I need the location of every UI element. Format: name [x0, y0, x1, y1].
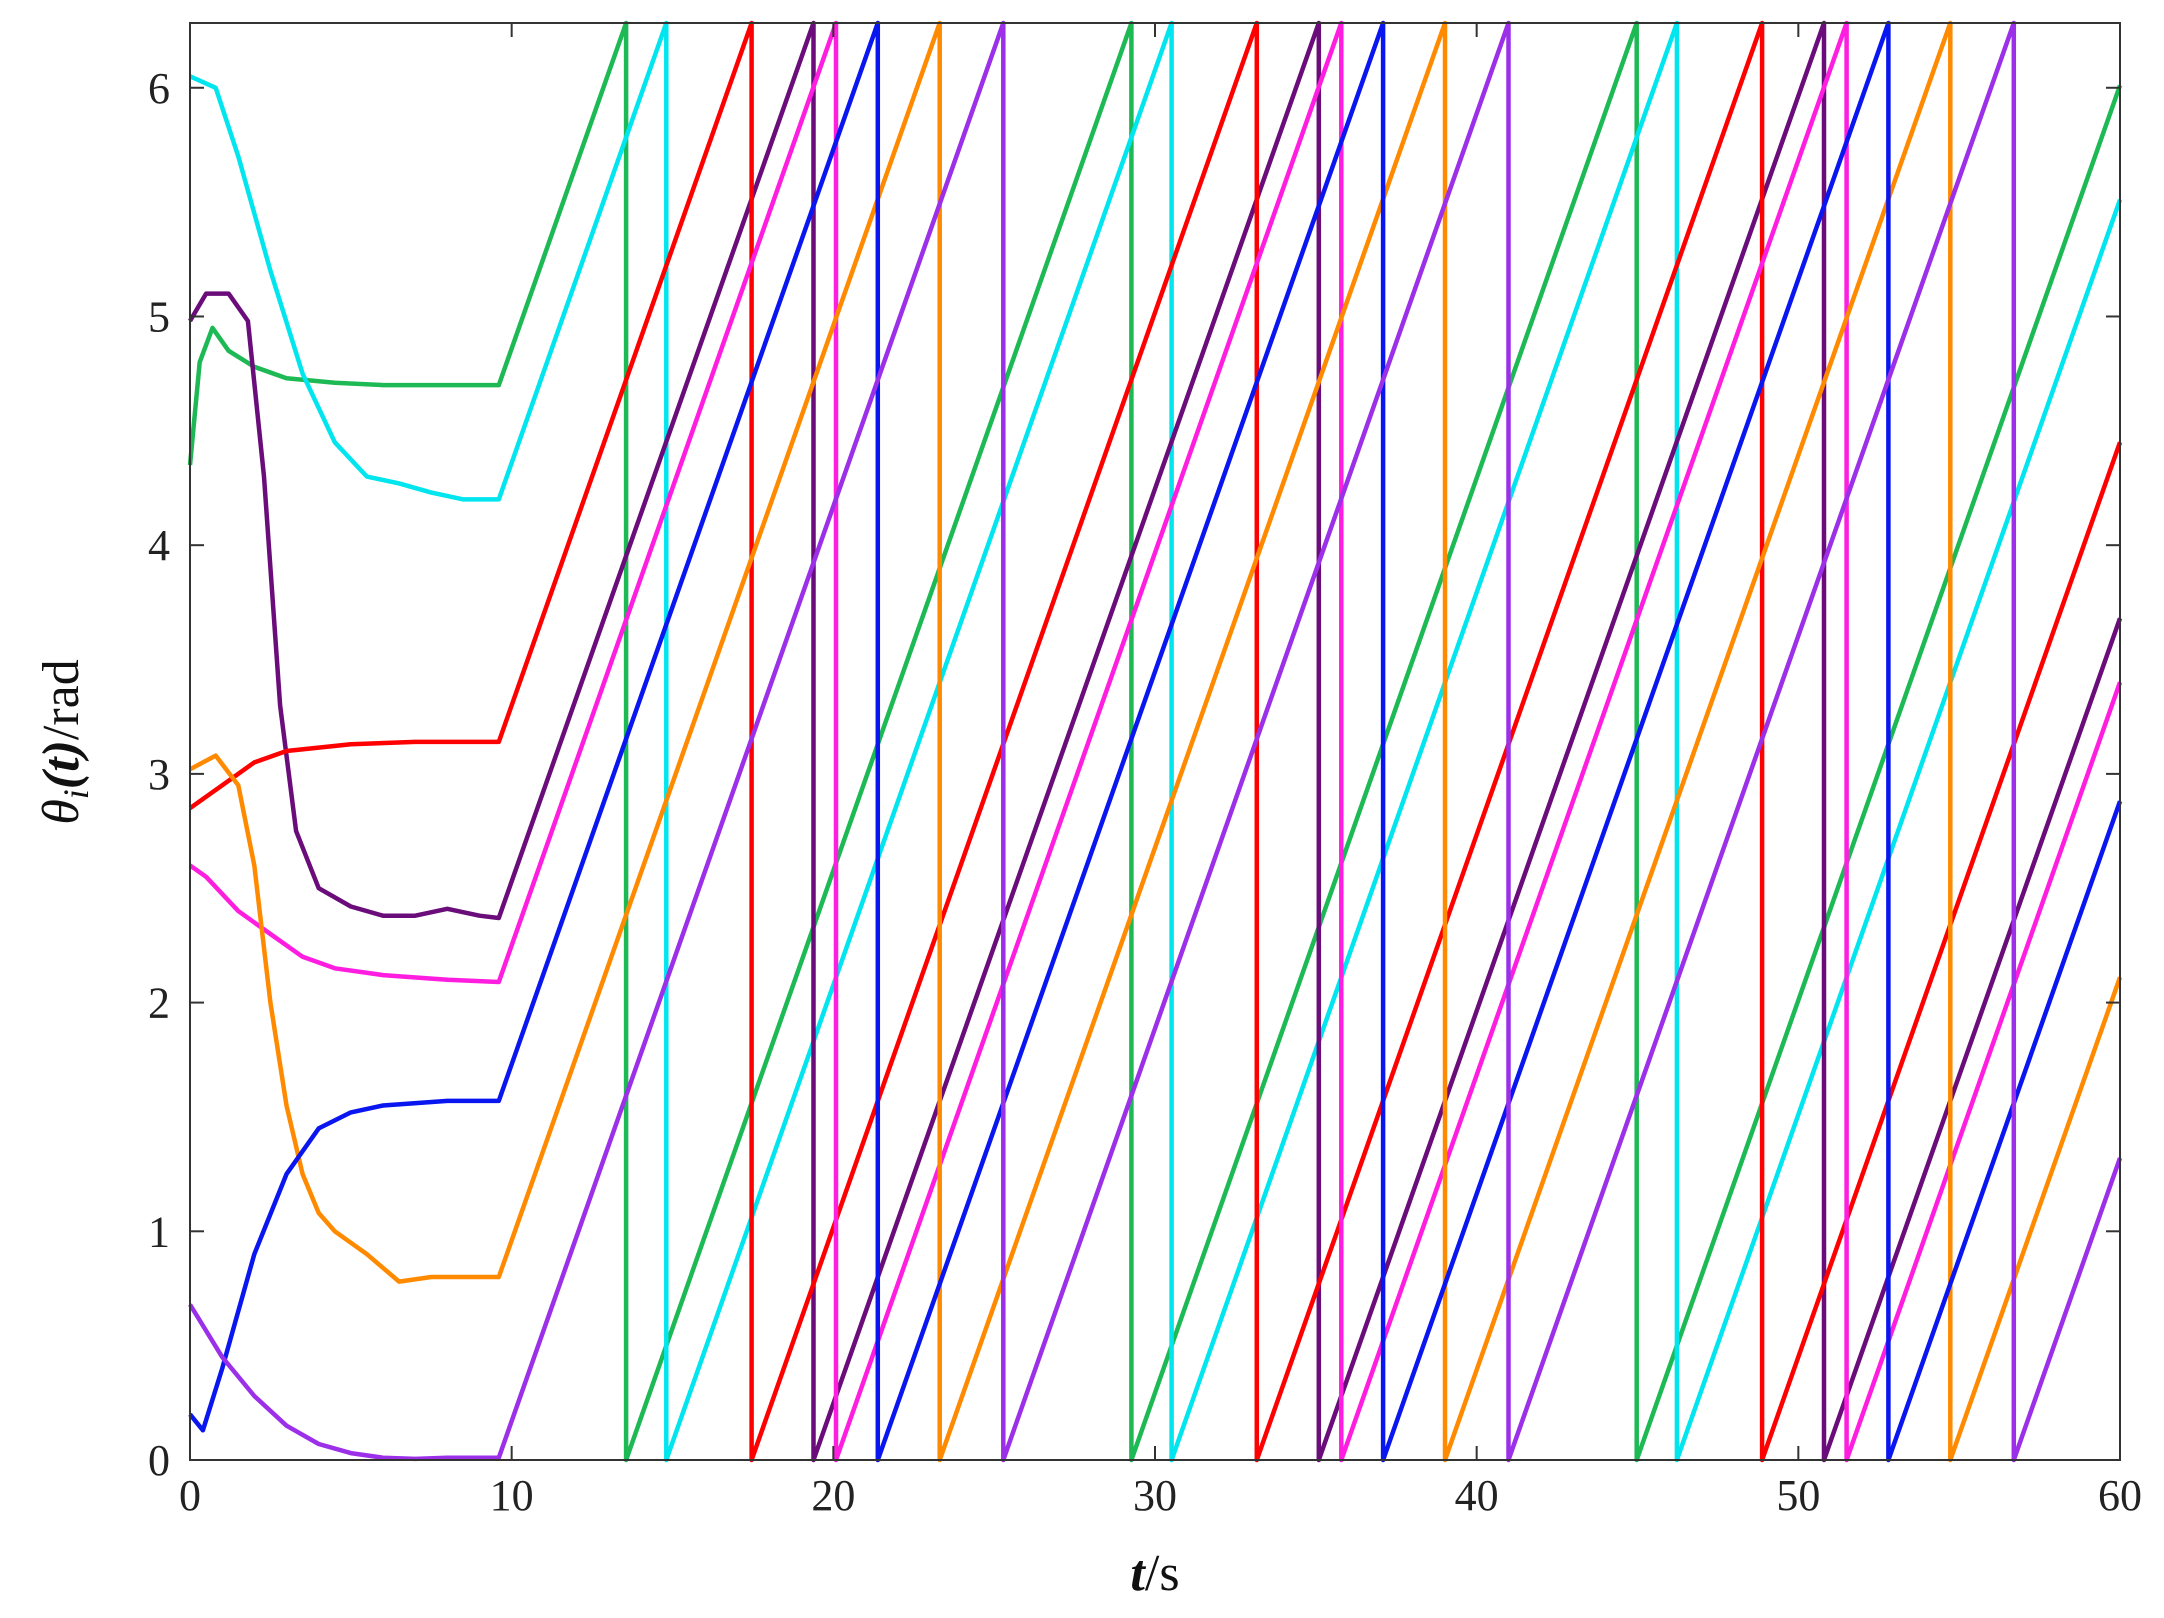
x-tick-label: 30 — [1133, 1471, 1177, 1520]
y-axis-label-symbol: θ — [33, 799, 90, 825]
y-tick-label: 6 — [148, 64, 170, 113]
y-tick-label: 1 — [148, 1207, 170, 1256]
y-axis-label-subscript: i — [56, 789, 96, 799]
x-axis-label: t/s — [1130, 1545, 1179, 1602]
x-tick-label: 40 — [1455, 1471, 1499, 1520]
series-line-1 — [187, 20, 2123, 1463]
tick-layer: 0 10 20 30 40 50 60 0 1 2 3 4 5 6 — [148, 23, 2142, 1520]
series-layer — [187, 20, 2123, 1463]
y-axis-label-unit: /rad — [33, 659, 90, 740]
series-line-3 — [188, 20, 2123, 1463]
y-tick-label: 5 — [148, 292, 170, 341]
y-tick-label: 2 — [148, 979, 170, 1028]
x-tick-label: 0 — [179, 1471, 201, 1520]
y-tick-label: 3 — [148, 750, 170, 799]
series-line-7 — [188, 20, 2123, 1463]
y-axis-label-argument: (t) — [33, 740, 90, 789]
y-axis-label: θi(t)/rad — [33, 659, 96, 825]
x-tick-label: 50 — [1776, 1471, 1820, 1520]
x-tick-label: 60 — [2098, 1471, 2142, 1520]
series-line-5 — [188, 20, 2123, 1463]
series-line-8 — [188, 20, 2123, 1463]
series-line-4 — [188, 20, 2123, 1463]
x-axis-label-unit: /s — [1145, 1545, 1180, 1602]
x-axis-label-variable: t — [1130, 1545, 1146, 1602]
x-tick-label: 10 — [490, 1471, 534, 1520]
x-tick-label: 20 — [811, 1471, 855, 1520]
y-tick-label: 0 — [148, 1436, 170, 1485]
series-line-6 — [188, 20, 2123, 1463]
y-tick-label: 4 — [148, 521, 170, 570]
